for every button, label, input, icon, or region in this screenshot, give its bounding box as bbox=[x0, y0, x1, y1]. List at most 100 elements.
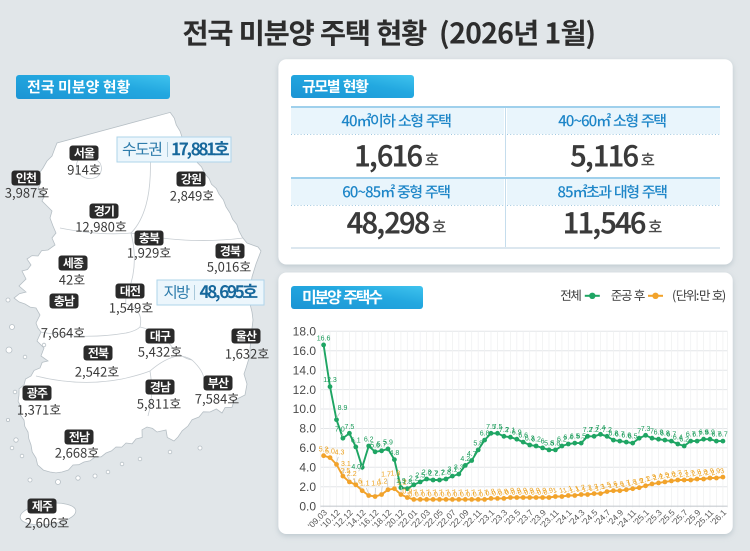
svg-text:0.7: 0.7 bbox=[459, 489, 471, 499]
svg-text:10.0: 10.0 bbox=[293, 402, 317, 416]
svg-text:2.5: 2.5 bbox=[341, 468, 351, 475]
svg-text:1.2: 1.2 bbox=[575, 484, 587, 494]
svg-text:0.7: 0.7 bbox=[433, 489, 445, 499]
svg-text:4.0: 4.0 bbox=[299, 461, 316, 475]
svg-text:0.7: 0.7 bbox=[420, 489, 432, 499]
svg-text:16.6: 16.6 bbox=[317, 335, 331, 342]
svg-text:1.8: 1.8 bbox=[626, 478, 638, 488]
svg-text:6.5: 6.5 bbox=[570, 434, 580, 441]
svg-text:2.2: 2.2 bbox=[409, 475, 419, 482]
svg-text:0.9: 0.9 bbox=[511, 487, 523, 497]
svg-text:14.0: 14.0 bbox=[293, 363, 317, 377]
svg-text:6.7: 6.7 bbox=[712, 432, 722, 439]
svg-text:6.2: 6.2 bbox=[531, 437, 541, 444]
svg-text:6.7: 6.7 bbox=[718, 432, 728, 439]
svg-text:7.2: 7.2 bbox=[499, 427, 509, 434]
svg-text:16.0: 16.0 bbox=[293, 344, 317, 358]
svg-text:0.7: 0.7 bbox=[453, 489, 465, 499]
svg-text:1.6: 1.6 bbox=[614, 480, 626, 490]
svg-text:2.0: 2.0 bbox=[299, 480, 316, 494]
svg-text:0.7: 0.7 bbox=[440, 489, 452, 499]
svg-text:1.2: 1.2 bbox=[378, 479, 388, 486]
svg-text:2.8: 2.8 bbox=[697, 469, 709, 479]
svg-text:6.9: 6.9 bbox=[512, 430, 522, 437]
svg-text:0.9: 0.9 bbox=[543, 487, 555, 497]
svg-text:6.6: 6.6 bbox=[518, 433, 528, 440]
svg-text:3.1: 3.1 bbox=[341, 461, 351, 468]
svg-text:2.9: 2.9 bbox=[704, 468, 716, 478]
svg-text:1.7: 1.7 bbox=[381, 472, 391, 479]
svg-text:0.7: 0.7 bbox=[427, 489, 439, 499]
svg-text:7.5: 7.5 bbox=[493, 424, 503, 431]
svg-text:6.5: 6.5 bbox=[628, 434, 638, 441]
svg-text:0.8: 0.8 bbox=[485, 488, 497, 498]
svg-text:1: 1 bbox=[558, 487, 564, 495]
svg-text:2.7: 2.7 bbox=[435, 471, 445, 478]
svg-text:6.6: 6.6 bbox=[621, 433, 631, 440]
svg-text:1.1: 1.1 bbox=[360, 481, 370, 488]
svg-text:0.7: 0.7 bbox=[472, 489, 484, 499]
svg-text:6.4: 6.4 bbox=[673, 435, 683, 442]
svg-text:4.2: 4.2 bbox=[460, 456, 470, 463]
svg-text:2.8: 2.8 bbox=[441, 470, 451, 477]
svg-text:1.9: 1.9 bbox=[396, 478, 406, 485]
svg-text:0.9: 0.9 bbox=[523, 487, 535, 497]
svg-text:7.2: 7.2 bbox=[602, 427, 612, 434]
svg-text:7: 7 bbox=[637, 429, 641, 436]
svg-text:0.9: 0.9 bbox=[504, 487, 516, 497]
svg-text:6.5: 6.5 bbox=[576, 434, 586, 441]
svg-text:6.4: 6.4 bbox=[563, 435, 573, 442]
svg-text:2.7: 2.7 bbox=[684, 470, 696, 480]
svg-text:1: 1 bbox=[552, 487, 558, 495]
svg-text:1.0: 1.0 bbox=[371, 481, 381, 488]
svg-text:6.0: 6.0 bbox=[299, 441, 316, 455]
svg-text:2.5: 2.5 bbox=[659, 472, 671, 482]
svg-text:1.5: 1.5 bbox=[601, 481, 613, 491]
svg-text:6: 6 bbox=[541, 438, 545, 445]
svg-text:4.8: 4.8 bbox=[390, 450, 400, 457]
svg-text:1.8: 1.8 bbox=[402, 479, 412, 486]
svg-text:0.9: 0.9 bbox=[517, 487, 529, 497]
svg-text:4.3: 4.3 bbox=[335, 449, 345, 456]
svg-text:1.2: 1.2 bbox=[397, 480, 407, 487]
svg-text:2.2: 2.2 bbox=[347, 471, 357, 478]
svg-text:12.0: 12.0 bbox=[293, 383, 317, 397]
svg-text:4.7: 4.7 bbox=[467, 451, 477, 458]
svg-text:6.9: 6.9 bbox=[654, 430, 664, 437]
svg-text:1.3: 1.3 bbox=[594, 483, 606, 493]
svg-text:2.7: 2.7 bbox=[428, 471, 438, 478]
svg-text:0.7: 0.7 bbox=[465, 489, 477, 499]
svg-text:2.1: 2.1 bbox=[639, 475, 651, 485]
svg-text:6.3: 6.3 bbox=[525, 436, 535, 443]
svg-text:0.7: 0.7 bbox=[408, 489, 420, 499]
svg-text:6.7: 6.7 bbox=[692, 432, 702, 439]
svg-text:5.8: 5.8 bbox=[544, 440, 554, 447]
svg-text:6.2: 6.2 bbox=[557, 437, 567, 444]
svg-text:0.9: 0.9 bbox=[530, 487, 542, 497]
svg-text:1.8: 1.8 bbox=[391, 471, 401, 478]
svg-text:2.9: 2.9 bbox=[710, 468, 722, 478]
svg-text:6.9: 6.9 bbox=[705, 430, 715, 437]
svg-text:12.3: 12.3 bbox=[323, 377, 337, 384]
svg-text:6.9: 6.9 bbox=[699, 430, 709, 437]
svg-text:1.9: 1.9 bbox=[633, 477, 645, 487]
svg-text:1.2: 1.2 bbox=[581, 484, 593, 494]
svg-text:7.3: 7.3 bbox=[641, 426, 651, 433]
svg-text:3.1: 3.1 bbox=[448, 467, 458, 474]
svg-text:1.3: 1.3 bbox=[588, 483, 600, 493]
svg-text:18.0: 18.0 bbox=[293, 325, 317, 339]
svg-text:7.4: 7.4 bbox=[596, 425, 606, 432]
svg-text:6.8: 6.8 bbox=[660, 431, 670, 438]
svg-text:7.2: 7.2 bbox=[583, 427, 593, 434]
svg-text:5.8: 5.8 bbox=[473, 440, 483, 447]
svg-text:0.9: 0.9 bbox=[402, 489, 412, 496]
svg-text:6.2: 6.2 bbox=[679, 437, 689, 444]
svg-text:3.3: 3.3 bbox=[454, 465, 464, 472]
svg-text:1.6: 1.6 bbox=[607, 480, 619, 490]
svg-text:5.0: 5.0 bbox=[325, 449, 335, 456]
svg-text:2.5: 2.5 bbox=[415, 472, 425, 479]
svg-text:7: 7 bbox=[650, 429, 654, 436]
svg-text:0.7: 0.7 bbox=[446, 489, 458, 499]
svg-text:2.4: 2.4 bbox=[652, 473, 664, 483]
svg-text:6.1: 6.1 bbox=[351, 437, 361, 444]
